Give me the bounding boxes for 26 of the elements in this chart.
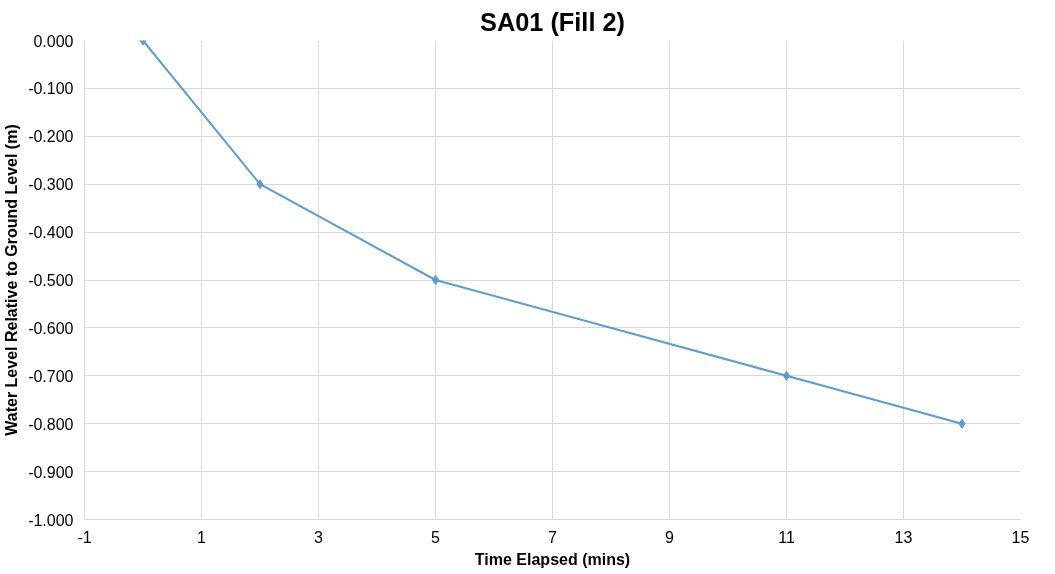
x-tick-label: 5: [431, 528, 441, 546]
y-tick-label: -0.300: [28, 176, 74, 194]
x-tick-label: 9: [665, 528, 675, 546]
x-tick-label: -1: [77, 528, 92, 546]
point: [256, 179, 264, 190]
y-tick-label: -0.400: [28, 224, 74, 242]
y-tick-label: -0.900: [28, 463, 74, 481]
chart-title: SA01 (Fill 2): [480, 7, 625, 36]
y-tick-label: -0.100: [28, 80, 74, 98]
y-tick-label: -0.800: [28, 415, 74, 433]
x-axis-title: Time Elapsed (mins): [474, 550, 631, 568]
y-axis-title: Water Level Relative to Ground Level (m): [3, 124, 21, 436]
y-tick-label: 0.000: [33, 32, 74, 50]
x-tick-label: 15: [1011, 528, 1030, 546]
x-tick-label: 3: [314, 528, 324, 546]
y-tick-label: -0.500: [28, 272, 74, 289]
x-tick-label: 11: [778, 528, 795, 546]
y-tick-label: -1.000: [28, 511, 74, 529]
y-tick-label: -0.700: [28, 367, 74, 385]
y-tick-label: -0.600: [28, 319, 74, 337]
x-tick-label: 13: [894, 528, 913, 546]
y-tick-label: -0.200: [28, 128, 74, 146]
x-tick-label: 7: [548, 528, 558, 546]
x-tick-label: 1: [197, 528, 207, 546]
point: [958, 418, 966, 429]
point: [432, 275, 439, 285]
